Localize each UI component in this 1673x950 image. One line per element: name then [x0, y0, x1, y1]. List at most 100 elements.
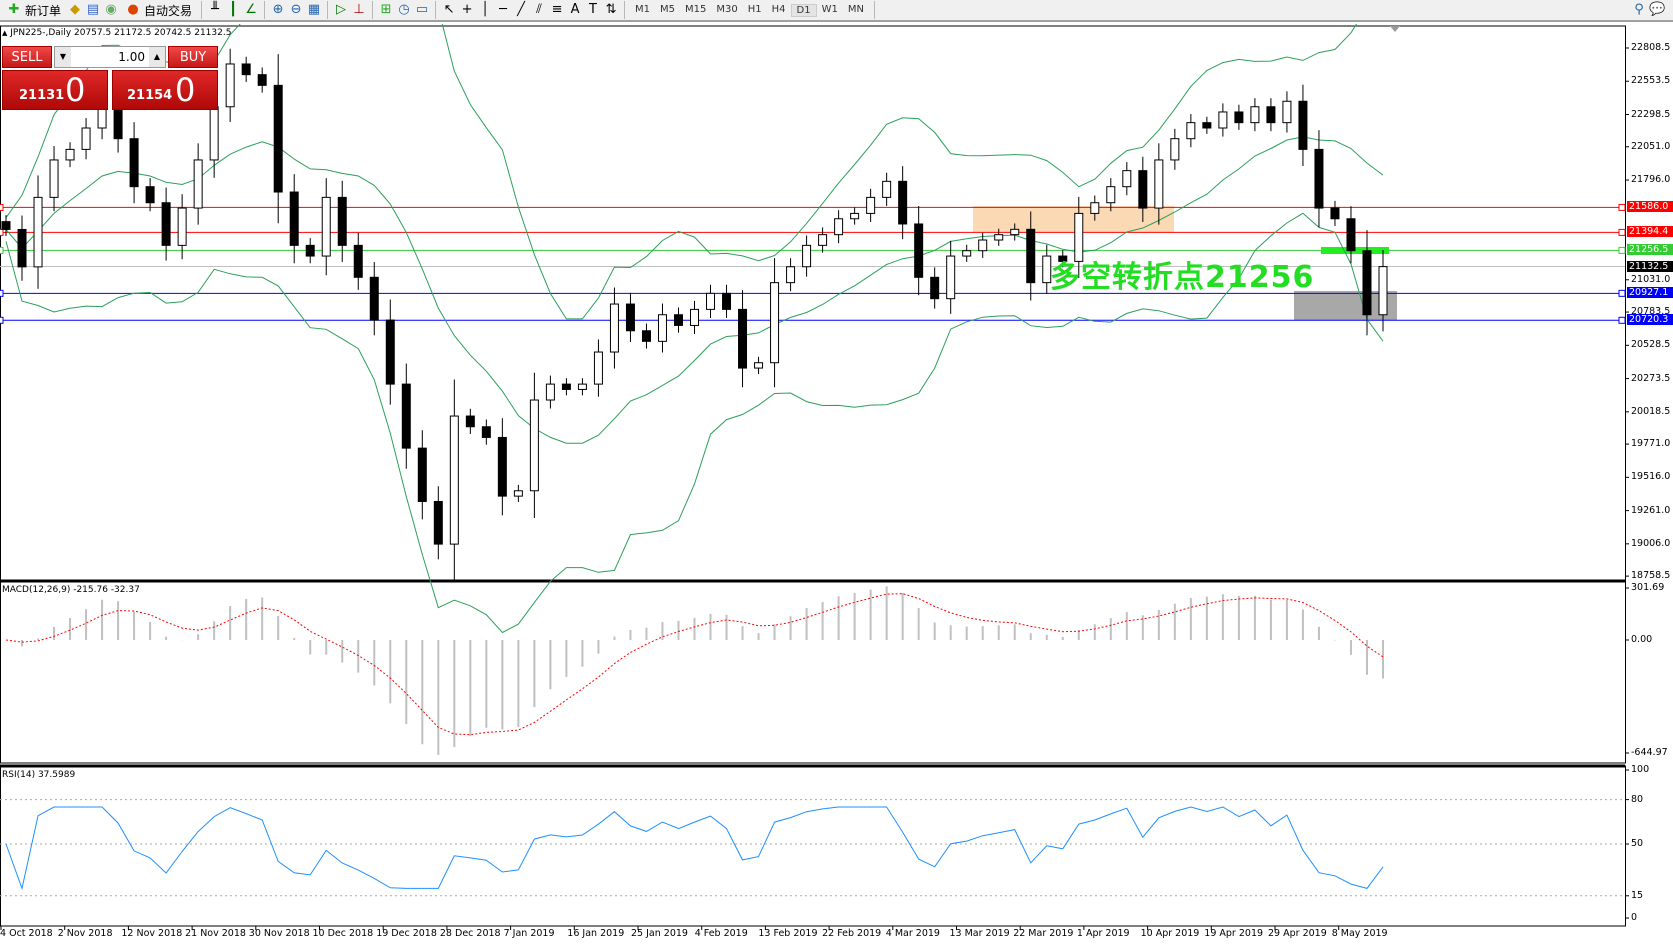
text-icon[interactable]: A	[570, 2, 580, 17]
candle-bull	[850, 212, 860, 220]
candle-bull	[962, 250, 972, 257]
timeframe-d1[interactable]: D1	[790, 3, 817, 17]
candle-bull	[866, 196, 876, 214]
bid-price-button[interactable]: 21131 0	[2, 70, 108, 110]
lot-size-field[interactable]: ▼ 1.00 ▲	[54, 46, 166, 68]
candle-bear	[17, 228, 27, 268]
timeframe-h1[interactable]: H1	[747, 3, 762, 15]
line-handle	[0, 246, 4, 254]
date-axis-label: 16 Jan 2019	[567, 928, 625, 939]
bars-icon[interactable]: ╨	[211, 2, 219, 17]
periods-icon[interactable]: ◷	[398, 2, 410, 17]
candle-bull	[49, 159, 59, 198]
candle-bull	[1122, 170, 1132, 188]
candle-bull	[994, 234, 1004, 241]
price-tag-21256.5: 21256.5	[1627, 244, 1673, 256]
line-handle	[1618, 289, 1626, 297]
vertical-line-icon[interactable]: │	[481, 2, 489, 17]
line-handle	[1618, 228, 1626, 236]
trendline-icon[interactable]: ╱	[517, 2, 525, 17]
channel-icon[interactable]: ⫽	[536, 2, 542, 17]
bollinger-middle	[5, 136, 1384, 444]
price-chart[interactable]	[0, 24, 1673, 950]
bid-fraction: 0	[65, 71, 86, 109]
tile-windows-icon[interactable]: ▦	[307, 2, 321, 17]
ohlc-readout: JPN225-,Daily 20757.5 21172.5 20742.5 21…	[10, 28, 232, 38]
line-handle	[1618, 246, 1626, 254]
metaeditor-icon[interactable]: ◆	[70, 2, 81, 17]
bollinger-upper	[5, 24, 1358, 320]
new-order-button[interactable]: ✚ 新订单	[2, 0, 65, 20]
fibonacci-icon[interactable]: ≡	[551, 2, 563, 17]
candle-bull	[177, 207, 187, 246]
rsi-axis-label: 15	[1631, 889, 1644, 901]
chat-icon[interactable]: 💬	[1649, 2, 1666, 17]
candle-bull	[657, 314, 667, 342]
zoom-in-icon[interactable]: ⊕	[272, 2, 284, 17]
candle-bull	[946, 255, 956, 300]
candle-bear	[625, 303, 635, 332]
ask-price: 21154	[127, 88, 173, 103]
indicators-icon[interactable]: ⊞	[380, 2, 392, 17]
price-axis-label: 22298.5	[1631, 108, 1671, 120]
lot-size-value[interactable]: 1.00	[118, 50, 145, 64]
arrows-icon[interactable]: ⇅	[605, 2, 617, 17]
macd-axis-label: 301.69	[1631, 582, 1665, 593]
ask-price-button[interactable]: 21154 0	[112, 70, 218, 110]
ask-fraction: 0	[175, 71, 196, 109]
line-chart-icon[interactable]: ∠	[245, 2, 257, 17]
price-axis-label: 19771.0	[1631, 438, 1671, 450]
candle-bear	[1330, 207, 1340, 220]
autoscroll-icon[interactable]: ▷	[336, 2, 347, 17]
decrease-lot-icon[interactable]: ▼	[55, 47, 71, 67]
date-axis-label: 4 Mar 2019	[885, 928, 940, 939]
collapse-icon[interactable]: ▲	[2, 29, 8, 37]
zoom-out-icon[interactable]: ⊖	[290, 2, 302, 17]
separator	[873, 1, 875, 19]
auto-trading-button[interactable]: ● 自动交易	[121, 0, 196, 20]
candle-bull	[818, 234, 828, 246]
timeframe-w1[interactable]: W1	[821, 3, 838, 15]
timeframe-mn[interactable]: MN	[847, 3, 864, 15]
timeframe-bar: M1 M5 M15 M30 H1 H4 D1 W1 MN	[630, 3, 869, 17]
candle-bull	[1074, 212, 1084, 262]
date-axis-label: 29 Apr 2019	[1268, 928, 1327, 939]
horizontal-line-icon[interactable]: ─	[499, 2, 507, 17]
date-axis-label: 21 Nov 2018	[185, 928, 246, 939]
candle-bear	[1362, 250, 1372, 316]
price-axis-label: 21031.0	[1631, 273, 1671, 285]
candle-bull	[1042, 255, 1052, 284]
candle-bull	[321, 196, 331, 257]
buy-button[interactable]: BUY	[168, 46, 218, 68]
candle-bear	[289, 191, 299, 246]
timeframe-m1[interactable]: M1	[635, 3, 651, 15]
chart-shift-icon[interactable]: ⊥	[353, 2, 365, 17]
candle-bull	[1106, 186, 1116, 204]
candle-bull	[1170, 138, 1180, 161]
increase-lot-icon[interactable]: ▲	[149, 47, 165, 67]
candle-bear	[1314, 148, 1324, 209]
date-axis-label: 24 Oct 2018	[0, 928, 53, 939]
timeframe-m15[interactable]: M15	[685, 3, 707, 15]
candle-bear	[241, 63, 251, 76]
sell-button[interactable]: SELL	[2, 46, 52, 68]
terminal-icon[interactable]: ▤	[86, 2, 100, 17]
candle-bear	[1266, 106, 1276, 124]
candle-bull	[609, 303, 619, 353]
crosshair-icon[interactable]: +	[461, 2, 473, 17]
candles-icon[interactable]: ┃	[229, 2, 237, 17]
candle-bull	[209, 106, 219, 161]
label-icon[interactable]: T	[589, 2, 597, 17]
timeframe-m5[interactable]: M5	[660, 3, 676, 15]
line-handle	[0, 203, 4, 211]
cursor-icon[interactable]: ↖	[443, 2, 455, 17]
timeframe-m30[interactable]: M30	[716, 3, 738, 15]
signals-icon[interactable]: ◉	[105, 2, 117, 17]
timeframe-h4[interactable]: H4	[771, 3, 786, 15]
line-handle	[1618, 203, 1626, 211]
search-icon[interactable]: ⚲	[1634, 2, 1644, 17]
candle-bear	[1202, 122, 1212, 129]
templates-icon[interactable]: ▭	[415, 2, 429, 17]
candle-bull	[1090, 202, 1100, 214]
candle-bear	[129, 138, 139, 188]
